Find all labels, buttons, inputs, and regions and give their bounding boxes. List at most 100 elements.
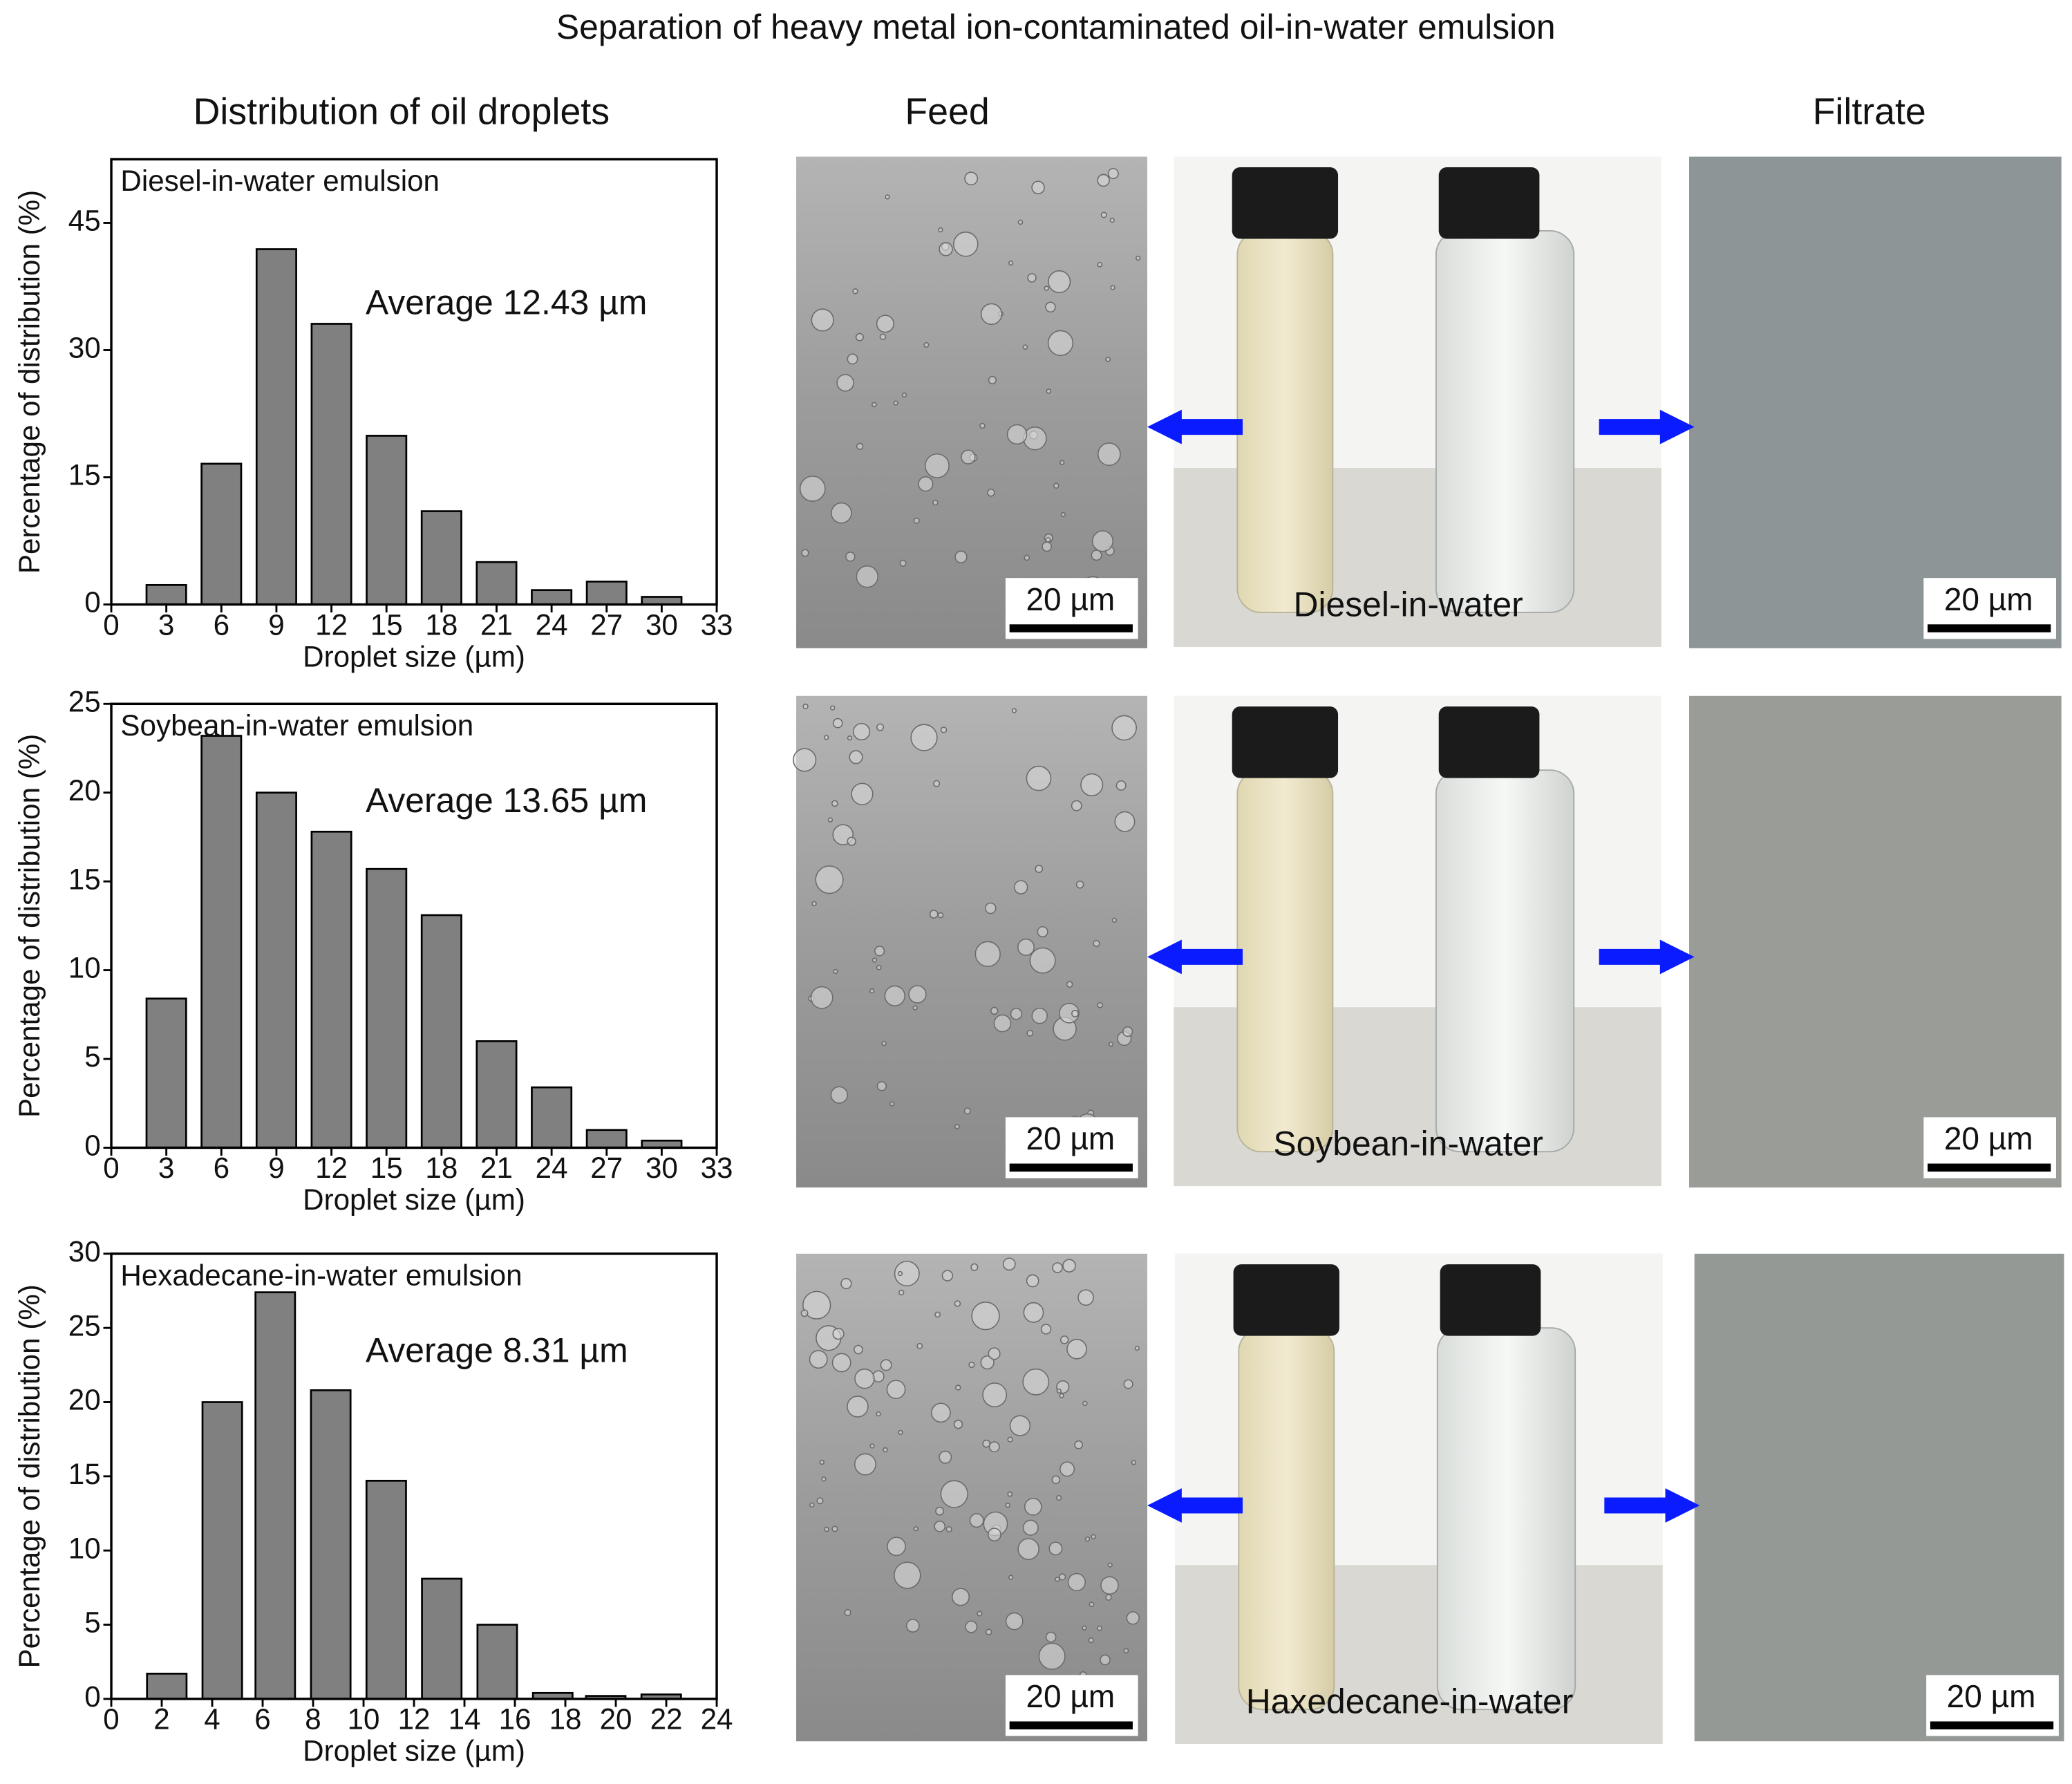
droplet (1136, 255, 1141, 261)
bar (255, 791, 297, 1149)
bar (420, 914, 462, 1149)
droplet (1100, 1576, 1119, 1595)
arrow-left (1147, 1488, 1243, 1523)
droplet (1007, 1436, 1013, 1443)
droplet (884, 985, 905, 1006)
x-tick-label: 33 (701, 1152, 733, 1184)
droplet (898, 1289, 905, 1296)
x-tick-label: 0 (103, 1703, 119, 1736)
droplet (918, 476, 934, 492)
x-tick-label: 14 (449, 1703, 481, 1736)
droplet (1031, 1007, 1048, 1024)
droplet (1084, 1537, 1091, 1542)
droplet (961, 449, 976, 464)
column-header: Feed (905, 91, 989, 132)
droplet (1075, 880, 1084, 889)
filtrate-micrograph (1694, 1253, 2064, 1742)
droplet (1031, 180, 1045, 195)
y-tick-label: 25 (68, 1309, 101, 1342)
droplet (1107, 1562, 1113, 1568)
droplet (912, 1005, 918, 1011)
droplet (1059, 1573, 1066, 1581)
droplet (831, 502, 852, 524)
bar (366, 867, 408, 1149)
x-tick-label: 33 (701, 608, 733, 641)
x-tick-label: 6 (214, 608, 229, 641)
x-tick-label: 18 (425, 1152, 458, 1184)
droplet (889, 1101, 895, 1107)
x-tick-label: 30 (646, 1152, 678, 1184)
bar (146, 1673, 188, 1700)
x-tick-label: 24 (701, 1703, 733, 1736)
droplet (980, 1355, 995, 1370)
droplet (851, 782, 874, 805)
droplet (876, 964, 882, 970)
droplet (1071, 1009, 1079, 1017)
x-tick-label: 3 (158, 1152, 174, 1184)
droplet (1131, 1460, 1137, 1465)
droplet (893, 400, 898, 406)
x-tick-label: 10 (348, 1703, 380, 1736)
droplet (938, 227, 943, 233)
arrow-right (1599, 409, 1695, 444)
droplet (833, 968, 838, 975)
y-tick-label: 20 (68, 774, 101, 807)
x-tick-label: 6 (254, 1703, 270, 1736)
droplet (1088, 1637, 1094, 1644)
droplet (1022, 1368, 1050, 1396)
column-header: Distribution of oil droplets (194, 91, 610, 132)
droplet (827, 817, 833, 823)
droplet (1108, 1042, 1114, 1047)
droplet (1091, 1534, 1096, 1539)
droplet (1082, 1625, 1087, 1631)
droplet (1093, 939, 1100, 948)
droplet (880, 1359, 892, 1371)
droplet (1098, 442, 1121, 466)
y-tick-label: 25 (68, 685, 101, 717)
bar (475, 561, 518, 605)
droplet (970, 1263, 979, 1271)
droplet (974, 941, 1001, 967)
y-axis-label: Percentage of distribution (%) (13, 734, 46, 1118)
bar (365, 1479, 407, 1700)
droplet (1100, 1654, 1111, 1666)
y-tick-label: 0 (84, 586, 100, 619)
droplet (1026, 1029, 1034, 1037)
bar (200, 735, 243, 1149)
droplet (955, 1384, 961, 1391)
droplet (1017, 1538, 1039, 1560)
scale-bar (1928, 1163, 2051, 1172)
droplet (876, 314, 894, 333)
droplet (1029, 947, 1056, 974)
droplet (898, 1429, 903, 1436)
droplet (935, 1506, 945, 1516)
droplet (831, 1525, 838, 1532)
x-tick-label: 4 (204, 1703, 220, 1736)
x-axis-label: Droplet size (µm) (303, 1183, 525, 1216)
droplet (810, 986, 833, 1009)
x-tick-label: 15 (370, 1152, 403, 1184)
droplet (824, 1526, 829, 1532)
droplet (932, 499, 939, 506)
x-tick-label: 12 (315, 1152, 348, 1184)
droplet (1044, 285, 1049, 291)
y-tick-label: 5 (84, 1040, 100, 1073)
droplet (1059, 1002, 1080, 1024)
bottle-photo (1173, 695, 1662, 1187)
droplet (887, 1537, 906, 1557)
droplet (1022, 344, 1028, 350)
droplet (856, 565, 879, 588)
y-tick-label: 30 (68, 1235, 101, 1268)
droplet (847, 836, 856, 846)
sample-label: Soybean-in-water (1273, 1125, 1543, 1163)
x-tick-label: 12 (315, 608, 348, 641)
droplet (844, 1608, 851, 1617)
droplet (939, 242, 953, 256)
droplet (1105, 356, 1111, 362)
y-axis-label: Percentage of distribution (%) (13, 190, 46, 574)
droplet (883, 1447, 888, 1453)
droplet (1053, 482, 1059, 489)
chart-label: Soybean-in-water emulsion (120, 709, 473, 742)
droplet (940, 1480, 968, 1508)
droplet (929, 910, 939, 919)
